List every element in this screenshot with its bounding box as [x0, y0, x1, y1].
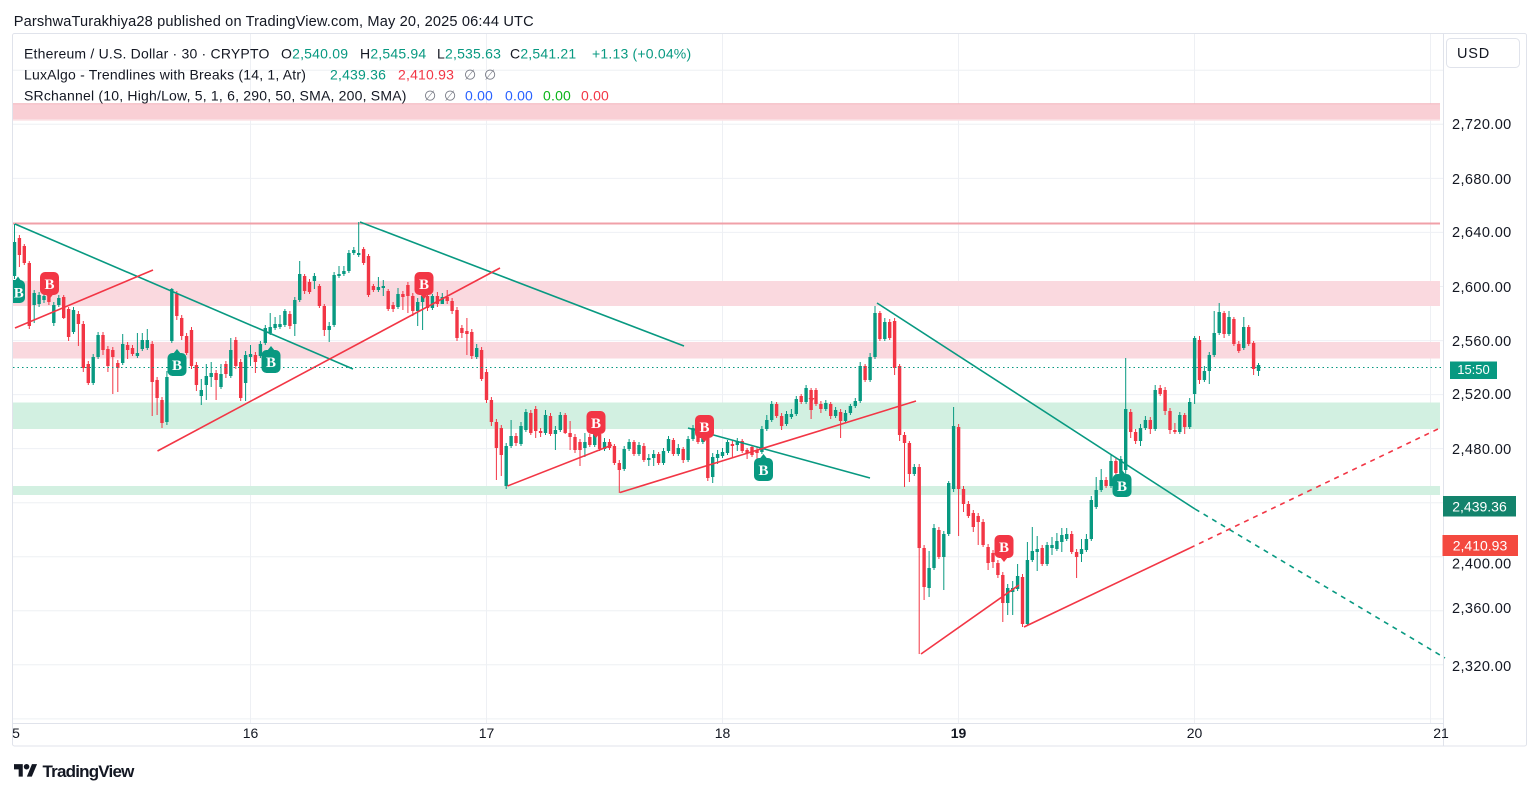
svg-text:20: 20 [1187, 725, 1203, 741]
svg-text:B: B [266, 355, 276, 371]
svg-text:Ethereum / U.S. Dollar · 30 ·: Ethereum / U.S. Dollar · 30 · CRYPTO O2,5… [24, 46, 691, 62]
svg-text:2,400.00: 2,400.00 [1452, 557, 1512, 573]
svg-text:2,600.00: 2,600.00 [1452, 280, 1512, 296]
svg-text:19: 19 [951, 725, 967, 741]
svg-text:5: 5 [12, 725, 20, 741]
svg-text:B: B [999, 540, 1009, 556]
svg-text:2,640.00: 2,640.00 [1452, 225, 1512, 241]
svg-text:2,439.36: 2,439.36 [1452, 499, 1507, 515]
svg-text:TradingView: TradingView [43, 762, 136, 781]
svg-text:SRchannel (10, High/Low, 5, 1,: SRchannel (10, High/Low, 5, 1, 6, 290, 5… [24, 88, 609, 104]
svg-text:B: B [44, 277, 54, 293]
svg-text:B: B [591, 416, 601, 432]
svg-text:17: 17 [479, 725, 495, 741]
svg-text:15:50: 15:50 [1457, 362, 1490, 377]
svg-text:2,680.00: 2,680.00 [1452, 172, 1512, 188]
svg-text:B: B [758, 463, 768, 479]
svg-text:2,520.00: 2,520.00 [1452, 387, 1512, 403]
svg-text:2,480.00: 2,480.00 [1452, 442, 1512, 458]
svg-text:18: 18 [715, 725, 731, 741]
svg-text:2,410.93: 2,410.93 [1453, 538, 1508, 554]
svg-text:2,320.00: 2,320.00 [1452, 659, 1512, 675]
svg-text:B: B [14, 285, 24, 301]
svg-text:USD: USD [1457, 46, 1490, 62]
svg-text:LuxAlgo - Trendlines with Brea: LuxAlgo - Trendlines with Breaks (14, 1,… [24, 67, 496, 83]
svg-text:21: 21 [1433, 725, 1449, 741]
svg-text:B: B [419, 277, 429, 293]
svg-text:2,560.00: 2,560.00 [1452, 334, 1512, 350]
svg-text:2,360.00: 2,360.00 [1452, 601, 1512, 617]
svg-text:B: B [699, 420, 709, 436]
svg-text:ParshwaTurakhiya28 published o: ParshwaTurakhiya28 published on TradingV… [14, 14, 534, 30]
svg-text:2,720.00: 2,720.00 [1452, 117, 1512, 133]
svg-text:B: B [172, 358, 182, 374]
svg-text:B: B [1117, 479, 1127, 495]
svg-text:16: 16 [243, 725, 259, 741]
